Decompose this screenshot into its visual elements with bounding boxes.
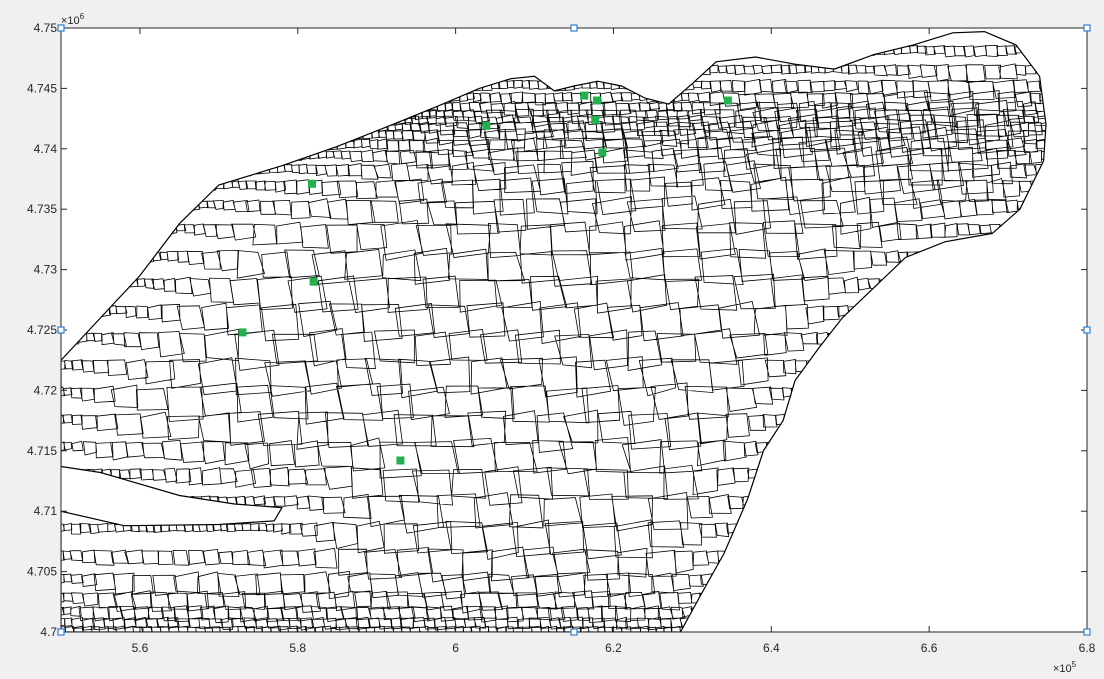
data-point [308,179,316,188]
y-tick-label: 4.71 [34,504,58,518]
data-point [592,96,601,105]
x-tick-label: 5.8 [289,641,306,655]
y-exponent-label: ×106 [61,12,85,27]
y-tick-label: 4.74 [34,142,58,156]
resize-handle[interactable] [1083,24,1091,32]
data-point [591,115,600,124]
x-tick-label: 6.4 [763,641,780,655]
y-tick-label: 4.72 [34,383,58,397]
resize-handle[interactable] [1083,326,1091,334]
y-tick-label: 4.725 [27,323,57,337]
data-point [580,91,589,100]
marker-series [238,91,732,465]
y-tick-label: 4.75 [34,21,58,35]
data-point [309,277,318,286]
x-axis-ticks: 5.6 5.8 6 6.2 6.4 6.6 6.8 [132,28,1096,655]
data-point [598,148,607,157]
axes-background [61,28,1087,632]
data-point [396,456,405,465]
x-tick-label: 5.6 [132,641,149,655]
resize-handle[interactable] [57,24,65,32]
mesh-boundary [61,30,1047,632]
x-tick-label: 6 [452,641,459,655]
data-point [723,96,732,105]
resize-handle[interactable] [57,628,65,636]
y-tick-label: 4.745 [27,81,57,95]
y-tick-label: 4.715 [27,444,57,458]
y-tick-label: 4.73 [34,263,58,277]
y-axis-ticks: 4.7 4.705 4.71 4.715 4.72 4.725 4.73 4.735 4.74 4… [27,21,1087,639]
x-tick-label: 6.8 [1079,641,1096,655]
resize-handle[interactable] [57,326,65,334]
resize-handle[interactable] [1083,628,1091,636]
x-exponent-label: ×105 [1053,660,1077,675]
x-tick-label: 6.6 [921,641,938,655]
y-tick-label: 4.735 [27,202,57,216]
resize-handle[interactable] [570,628,578,636]
data-point [482,121,491,130]
data-point [238,328,247,337]
resize-handle[interactable] [570,24,578,32]
y-tick-label: 4.7 [40,625,57,639]
y-tick-label: 4.705 [27,565,57,579]
x-tick-label: 6.2 [605,641,622,655]
selection-handles[interactable] [57,24,1091,636]
